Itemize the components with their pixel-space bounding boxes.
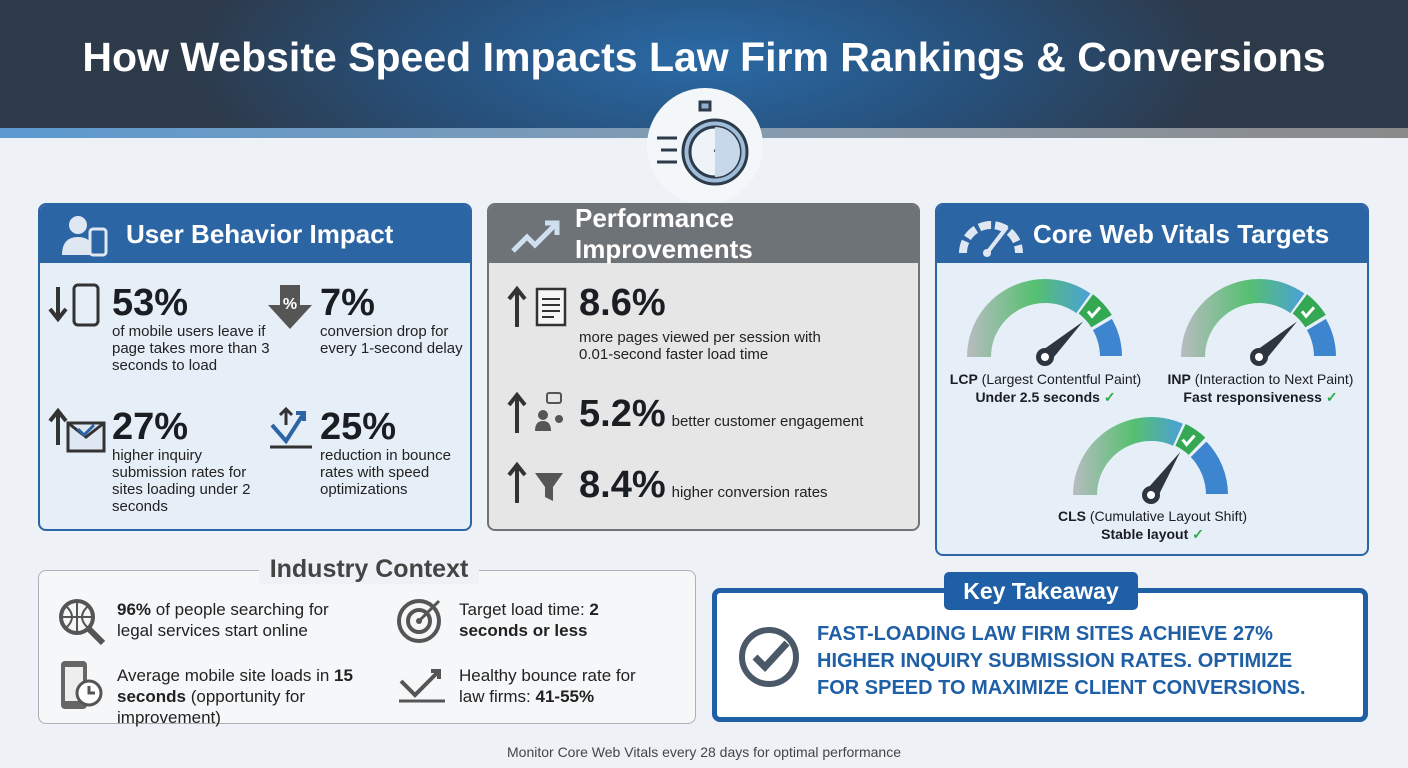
- gauge-check-icon: [1086, 306, 1102, 319]
- footer-note: Monitor Core Web Vitals every 28 days fo…: [507, 744, 901, 760]
- metric-target: Fast responsiveness: [1183, 389, 1322, 405]
- metric-name: (Largest Contentful Paint): [981, 371, 1142, 387]
- globe-search-icon: [59, 599, 106, 646]
- page-title: How Website Speed Impacts Law Firm Ranki…: [82, 34, 1326, 80]
- panel-title: User Behavior Impact: [126, 218, 394, 249]
- lcp-gauge: [967, 279, 1125, 366]
- takeaway-text: FAST-LOADING LAW FIRM SITES ACHIEVE 27% …: [817, 623, 1306, 699]
- item-tail: (opportunity for improvement): [117, 687, 306, 727]
- cls-label: CLS (Cumulative Layout Shift) Stable layo…: [1044, 507, 1261, 543]
- inp-gauge: [1181, 279, 1339, 366]
- metric-name: (Interaction to Next Paint): [1194, 371, 1354, 387]
- trend-up-icon: [511, 220, 560, 253]
- metric-target: Stable layout: [1101, 526, 1189, 542]
- item-text: Healthy bounce rate for law firms:: [459, 666, 636, 706]
- industry-item: 96% of people searching for legal servic…: [117, 599, 357, 641]
- industry-item: Average mobile site loads in 15 seconds …: [117, 665, 357, 728]
- mobile-clock-icon: [61, 661, 103, 709]
- industry-item: Target load time: 2 seconds or less: [459, 599, 659, 641]
- stat-text: reduction in bounce rates with speed opt…: [320, 447, 451, 498]
- stat-value: 8.4%: [579, 464, 666, 506]
- item-bold: 15 seconds: [117, 666, 353, 706]
- user-behavior-header: User Behavior Impact: [40, 205, 470, 263]
- gauge-check-icon: [1300, 306, 1316, 319]
- check-icon: ✓: [1325, 389, 1338, 405]
- metric-abbr: CLS: [1057, 508, 1086, 524]
- stopwatch-icon: [647, 88, 763, 204]
- vitals-header: Core Web Vitals Targets: [937, 205, 1367, 263]
- funnel-up-icon: [507, 461, 563, 503]
- stat-value: 8.6%: [579, 282, 666, 324]
- svg-text:%: %: [283, 296, 297, 313]
- user-mobile-icon: [62, 216, 108, 257]
- metric-abbr: INP: [1167, 371, 1191, 387]
- stat-value: 27%: [112, 406, 189, 448]
- item-text: Target load time:: [459, 600, 590, 619]
- gauge-check-icon: [1181, 434, 1196, 447]
- gauge-high-zone: [1187, 438, 1231, 496]
- envelope-up-arrow-icon: [48, 407, 106, 453]
- lcp-label: LCP (Largest Contentful Paint) Under 2.5 …: [937, 370, 1154, 406]
- metric-target: Under 2.5 seconds: [975, 389, 1100, 405]
- stat-value: 25%: [320, 406, 397, 448]
- item-text: of people searching for legal services s…: [117, 600, 329, 640]
- stat-text: higher inquiry submission rates for site…: [112, 447, 251, 515]
- item-text: Average mobile site loads in: [117, 666, 335, 685]
- key-takeaway-box: FAST-LOADING LAW FIRM SITES ACHIEVE 27% …: [712, 588, 1368, 722]
- gauge-high-zone: [1304, 316, 1339, 358]
- target-icon: [397, 599, 441, 643]
- stat-text: more pages viewed per session with 0.01-…: [579, 329, 821, 363]
- gauge-track: [1181, 279, 1305, 357]
- check-icon: ✓: [1192, 526, 1204, 542]
- user-behavior-panel: User Behavior Impact 53% of mobile users …: [38, 203, 472, 531]
- inp-label: INP (Interaction to Next Paint) Fast resp…: [1152, 370, 1367, 406]
- mobile-down-arrow-icon: [48, 283, 100, 327]
- check-circle-icon: [739, 627, 799, 687]
- stat-text: better customer engagement: [671, 413, 864, 430]
- stat-text: higher conversion rates: [671, 484, 828, 501]
- performance-header: Performance Improvements: [489, 203, 918, 264]
- gauge-track: [967, 279, 1091, 357]
- key-takeaway-label: Key Takeaway: [944, 572, 1138, 610]
- industry-title: Industry Context: [259, 555, 479, 584]
- pages-up-icon: [507, 285, 567, 327]
- stat-value: 7%: [320, 282, 375, 324]
- stat-value: 53%: [112, 282, 189, 324]
- stat-text: conversion drop for every 1-second delay: [320, 323, 463, 357]
- check-icon: ✓: [1103, 389, 1116, 405]
- stat-text: of mobile users leave if page takes more…: [112, 323, 270, 374]
- stat-value: 5.2%: [579, 393, 666, 435]
- item-bold: 96%: [117, 600, 152, 619]
- panel-title: Core Web Vitals Targets: [1033, 218, 1330, 249]
- metric-name: (Cumulative Layout Shift): [1089, 508, 1248, 524]
- industry-item: Healthy bounce rate for law firms: 41-55…: [459, 665, 659, 707]
- cls-gauge: [1073, 417, 1231, 504]
- bounce-trend-icon: [399, 669, 445, 703]
- bounce-arrow-icon: [270, 406, 312, 449]
- gauge-track: [1073, 417, 1183, 495]
- metric-abbr: LCP: [949, 371, 978, 387]
- speedometer-icon: [959, 221, 1023, 257]
- item-bold: 2 seconds or less: [459, 600, 599, 640]
- engagement-up-icon: [507, 391, 563, 433]
- item-bold: 41-55%: [535, 687, 595, 706]
- panel-title: Performance Improvements: [575, 203, 753, 264]
- core-web-vitals-panel: Core Web Vitals Targets LCP (Largest Con…: [935, 203, 1369, 556]
- percent-down-arrow-icon: %: [268, 285, 312, 329]
- industry-context-box: Industry Context 96% of people searching…: [38, 555, 696, 727]
- gauge-high-zone: [1090, 316, 1125, 358]
- performance-panel: Performance Improvements 8.6% more pages …: [487, 203, 920, 531]
